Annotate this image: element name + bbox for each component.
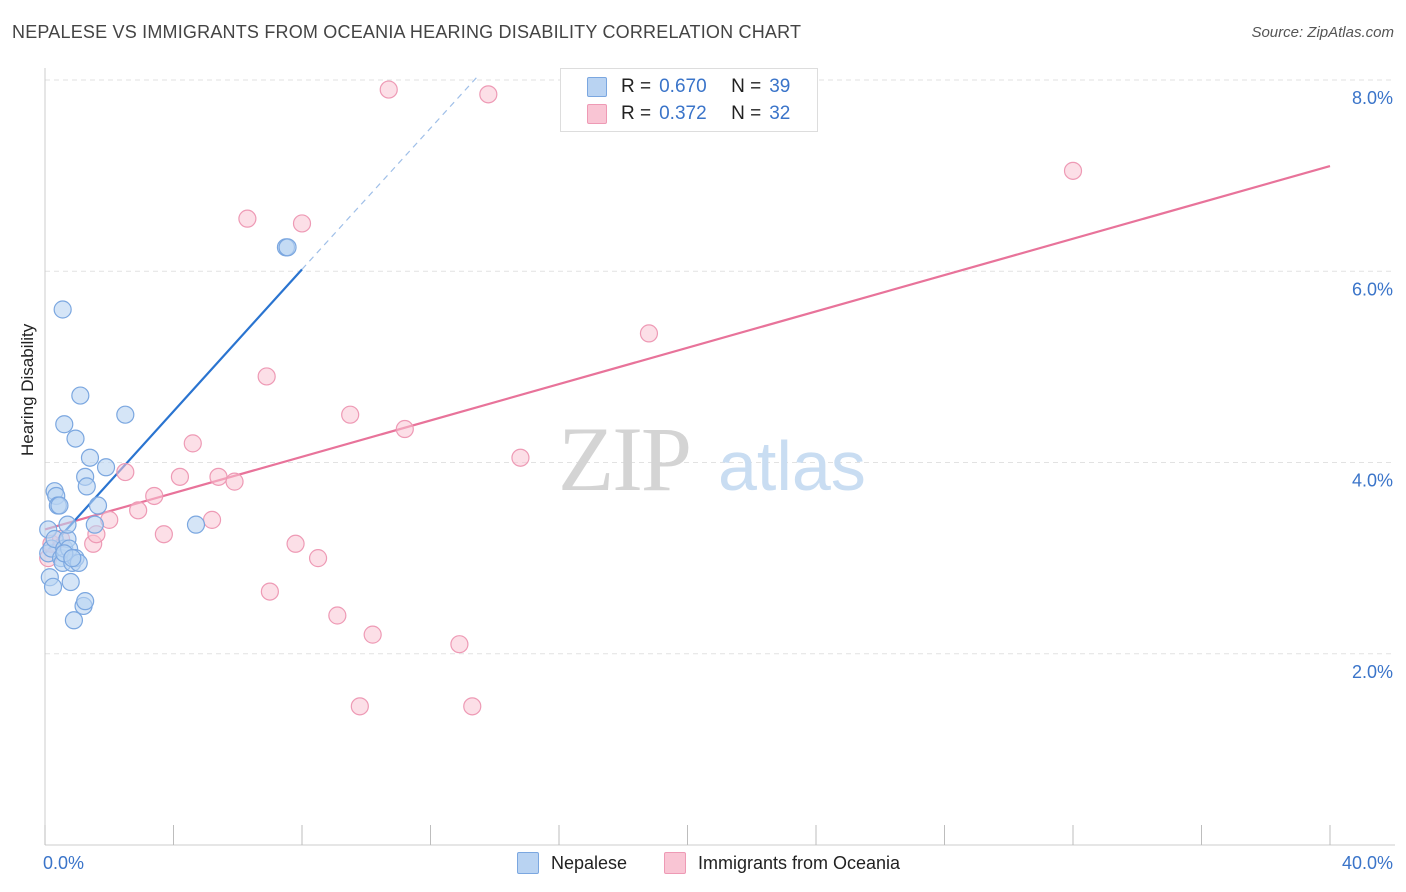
watermark-atlas: atlas — [718, 427, 866, 505]
point-oceania-29 — [479, 85, 498, 104]
bottom-legend-swatch-oceania — [664, 852, 686, 874]
x-tick-label-0: 0.0% — [43, 853, 84, 873]
point-nepalese-34 — [186, 515, 206, 534]
point-nepalese-26 — [76, 592, 95, 611]
legend-row-oceania: R = 0.372 N = 32 — [587, 102, 790, 126]
point-nepalese-18 — [61, 572, 80, 592]
chart-title: NEPALESE VS IMMIGRANTS FROM OCEANIA HEAR… — [12, 22, 802, 42]
point-oceania-27 — [450, 635, 469, 654]
trendline-nepalese — [44, 268, 303, 555]
point-nepalese-38 — [63, 549, 82, 568]
y-tick-label-3: 8.0% — [1352, 88, 1393, 108]
point-oceania-16 — [257, 367, 276, 386]
point-oceania-12 — [202, 510, 222, 529]
point-oceania-22 — [341, 405, 360, 424]
point-oceania-23 — [350, 697, 369, 716]
point-oceania-25 — [379, 80, 398, 99]
point-nepalese-28 — [77, 477, 96, 496]
point-oceania-7 — [129, 501, 148, 520]
point-nepalese-29 — [80, 448, 100, 467]
bottom-legend-label-nepalese: Nepalese — [551, 852, 628, 873]
point-oceania-14 — [225, 472, 244, 491]
legend-row-nepalese: R = 0.670 N = 39 — [587, 75, 790, 99]
source-label: Source: ZipAtlas.com — [1251, 24, 1394, 41]
bottom-legend-label-oceania: Immigrants from Oceania — [698, 852, 901, 873]
point-oceania-18 — [286, 534, 305, 553]
point-oceania-28 — [463, 697, 482, 716]
point-oceania-24 — [363, 625, 382, 644]
point-nepalese-4 — [43, 577, 63, 596]
point-oceania-10 — [170, 467, 190, 486]
watermark: ZIP atlas — [558, 408, 866, 510]
point-nepalese-9 — [50, 496, 69, 515]
legend-swatch-oceania — [587, 104, 607, 124]
legend-r-label: R = — [621, 76, 652, 97]
point-oceania-26 — [395, 419, 414, 439]
point-nepalese-36 — [278, 238, 297, 257]
watermark-zip: ZIP — [558, 408, 690, 510]
legend-n-value-nepalese: 39 — [769, 76, 791, 97]
point-oceania-20 — [308, 549, 328, 568]
legend-r-label: R = — [621, 103, 652, 124]
point-nepalese-32 — [96, 458, 116, 477]
bottom-legend-nepalese[interactable]: Nepalese — [517, 852, 627, 874]
point-oceania-19 — [292, 214, 312, 233]
point-oceania-8 — [145, 486, 164, 506]
legend: R = 0.670 N = 39 R = 0.372 N = 32 — [560, 68, 818, 132]
bottom-legend-oceania[interactable]: Immigrants from Oceania — [664, 852, 900, 874]
legend-swatch-nepalese — [587, 77, 607, 97]
point-oceania-30 — [511, 448, 530, 467]
point-nepalese-24 — [71, 386, 90, 405]
legend-n-label: N = — [731, 103, 762, 124]
point-nepalese-20 — [64, 611, 84, 630]
point-nepalese-33 — [116, 405, 135, 424]
point-oceania-11 — [183, 434, 202, 453]
axes — [44, 68, 1395, 846]
trend-lines — [44, 74, 1331, 555]
grid-lines — [45, 79, 1395, 655]
legend-n-label: N = — [731, 76, 762, 97]
point-nepalese-30 — [85, 515, 104, 534]
legend-n-value-oceania: 32 — [769, 103, 791, 124]
y-axis-label: Hearing Disability — [18, 323, 37, 456]
bottom-legend-swatch-nepalese — [517, 852, 539, 874]
point-oceania-17 — [260, 582, 279, 601]
point-oceania-15 — [238, 209, 257, 228]
point-nepalese-31 — [88, 496, 108, 515]
trendline-oceania — [44, 165, 1331, 531]
trendline-nepalese-extension — [301, 74, 480, 270]
legend-r-value-nepalese: 0.670 — [659, 76, 707, 97]
legend-r-value-oceania: 0.372 — [659, 103, 707, 124]
point-oceania-13 — [209, 467, 228, 486]
data-points — [39, 80, 1083, 716]
point-oceania-6 — [116, 462, 135, 482]
point-nepalese-13 — [53, 300, 72, 319]
point-oceania-9 — [154, 525, 173, 544]
bottom-legend: Nepalese Immigrants from Oceania — [0, 852, 1406, 876]
y-tick-label-2: 6.0% — [1352, 279, 1393, 299]
point-oceania-31 — [639, 324, 659, 343]
x-tick-label-1: 40.0% — [1342, 853, 1393, 873]
point-nepalese-22 — [66, 429, 85, 448]
point-nepalese-14 — [55, 415, 74, 434]
y-tick-label-0: 2.0% — [1352, 662, 1393, 682]
tick-labels: 2.0% 4.0% 6.0% 8.0% 0.0% 40.0% — [43, 88, 1393, 873]
point-oceania-21 — [328, 606, 347, 625]
y-tick-label-1: 4.0% — [1352, 471, 1393, 491]
point-nepalese-16 — [58, 515, 77, 534]
point-oceania-32 — [1063, 161, 1083, 180]
